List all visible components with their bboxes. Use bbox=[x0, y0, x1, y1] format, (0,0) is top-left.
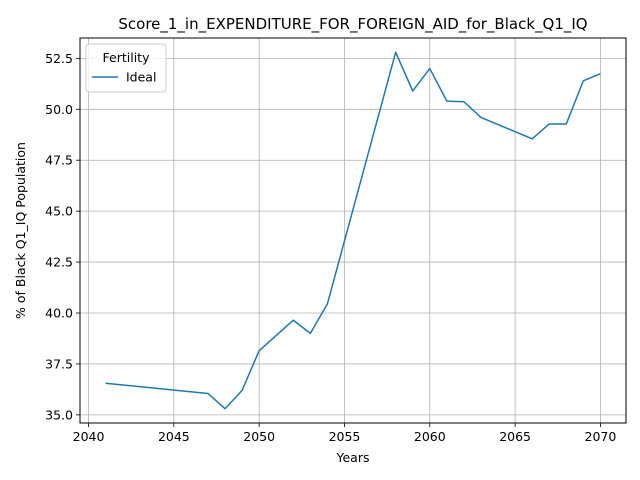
x-tick-label: 2070 bbox=[585, 429, 617, 444]
x-tick-label: 2040 bbox=[73, 429, 105, 444]
y-tick-label: 47.5 bbox=[45, 153, 73, 168]
legend-entry-ideal: Ideal bbox=[126, 70, 156, 85]
y-tick-label: 50.0 bbox=[45, 102, 73, 117]
gridlines bbox=[80, 38, 626, 423]
y-tick-label: 40.0 bbox=[45, 306, 73, 321]
x-tick-label: 2060 bbox=[414, 429, 446, 444]
chart-title: Score_1_in_EXPENDITURE_FOR_FOREIGN_AID_f… bbox=[118, 15, 587, 34]
series-layer bbox=[105, 51, 601, 410]
x-tick-label: 2055 bbox=[329, 429, 361, 444]
legend-box bbox=[85, 43, 167, 93]
y-tick-label: 52.5 bbox=[45, 51, 73, 66]
y-tick-label: 45.0 bbox=[45, 204, 73, 219]
axis-ticks: 2040 2045 2050 2055 2060 2065 2070 35.0 37.5 40.0… bbox=[45, 51, 616, 444]
plot-frame bbox=[79, 37, 627, 424]
y-axis-label: % of Black Q1_IQ Population bbox=[13, 142, 28, 319]
legend-title: Fertility bbox=[103, 50, 151, 65]
x-tick-label: 2050 bbox=[243, 429, 275, 444]
x-axis-label: Years bbox=[336, 450, 370, 465]
x-tick-label: 2045 bbox=[158, 429, 190, 444]
y-tick-label: 35.0 bbox=[45, 407, 73, 422]
x-tick-label: 2065 bbox=[499, 429, 531, 444]
series-line-ideal bbox=[105, 51, 601, 410]
y-tick-label: 42.5 bbox=[45, 255, 73, 270]
y-tick-label: 37.5 bbox=[45, 356, 73, 371]
legend: Fertility Ideal bbox=[85, 43, 167, 93]
